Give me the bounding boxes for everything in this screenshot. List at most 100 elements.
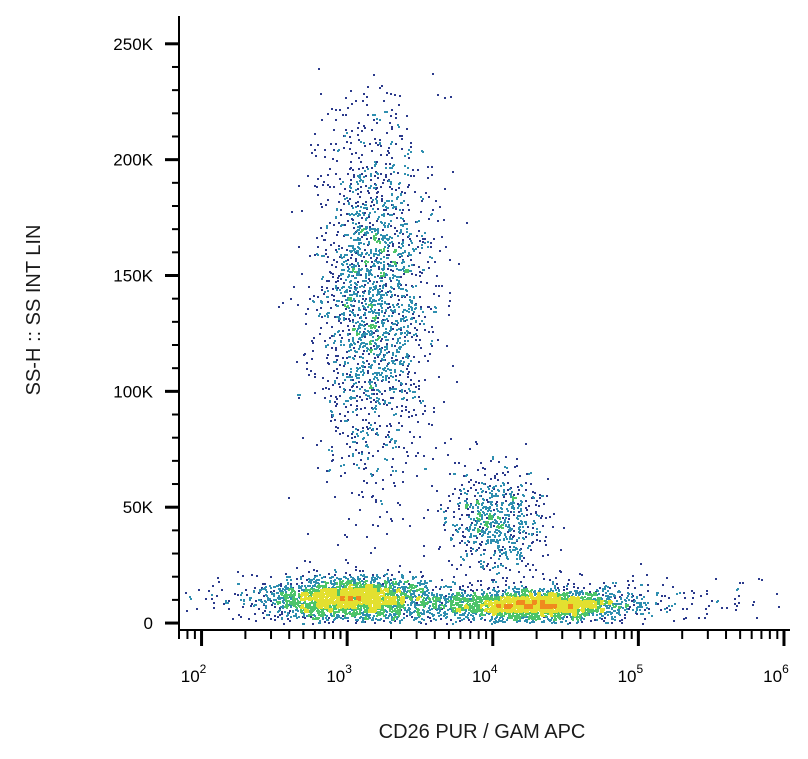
data-point <box>344 615 346 617</box>
data-point <box>301 210 303 212</box>
data-point <box>398 429 400 431</box>
data-point <box>255 600 257 602</box>
data-point <box>406 392 408 394</box>
data-point <box>513 497 515 499</box>
data-point <box>560 549 562 551</box>
data-point <box>494 477 496 479</box>
data-point <box>499 534 501 536</box>
data-point <box>581 590 583 592</box>
data-point <box>400 276 402 278</box>
data-point <box>517 503 519 505</box>
data-point <box>362 357 364 359</box>
data-point <box>398 571 400 573</box>
data-point <box>511 506 513 508</box>
data-point <box>492 567 494 569</box>
data-point <box>310 144 312 146</box>
data-point <box>377 317 379 319</box>
data-point <box>520 503 522 505</box>
data-point <box>387 250 389 252</box>
data-point <box>464 600 466 602</box>
data-point <box>428 218 430 220</box>
data-point <box>382 583 384 585</box>
data-point <box>481 518 483 520</box>
data-point <box>282 607 284 609</box>
data-point <box>321 255 323 257</box>
data-point <box>388 615 390 617</box>
data-point <box>464 612 466 614</box>
data-point <box>358 348 360 350</box>
data-point <box>438 597 440 599</box>
data-point <box>335 281 337 283</box>
data-point <box>508 518 510 520</box>
data-point <box>431 613 433 615</box>
data-point <box>310 616 312 618</box>
data-point <box>340 344 342 346</box>
data-point <box>366 398 368 400</box>
data-point <box>518 593 520 595</box>
data-point <box>386 92 388 94</box>
data-point <box>439 206 441 208</box>
data-point <box>397 322 399 324</box>
data-point <box>489 516 491 518</box>
data-point <box>402 344 404 346</box>
data-point <box>379 252 381 254</box>
data-point <box>374 309 376 311</box>
data-point <box>402 315 404 317</box>
data-point <box>401 212 403 214</box>
data-point <box>378 415 380 417</box>
data-point <box>611 607 613 609</box>
data-point <box>394 227 396 229</box>
data-point <box>338 383 340 385</box>
data-point <box>430 242 432 244</box>
data-point <box>401 191 403 193</box>
data-point <box>338 578 340 580</box>
data-point <box>505 456 507 458</box>
data-point <box>599 617 601 619</box>
data-point <box>376 432 378 434</box>
data-point <box>370 173 372 175</box>
data-point <box>489 497 491 499</box>
data-point <box>339 109 341 111</box>
data-point <box>376 345 378 347</box>
data-point <box>464 592 466 594</box>
data-point <box>357 246 359 248</box>
data-point <box>390 594 392 596</box>
data-point <box>308 374 310 376</box>
data-point <box>390 518 392 520</box>
data-point <box>487 536 489 538</box>
data-point <box>326 287 328 289</box>
data-point <box>634 587 636 589</box>
data-point <box>358 377 360 379</box>
data-point <box>453 604 455 606</box>
data-point <box>433 614 435 616</box>
data-point <box>297 602 299 604</box>
data-point <box>374 360 376 362</box>
data-point <box>501 502 503 504</box>
data-point <box>503 491 505 493</box>
data-point <box>249 599 251 601</box>
data-point <box>566 585 568 587</box>
data-point <box>517 518 519 520</box>
data-point <box>520 510 522 512</box>
data-point <box>395 333 397 335</box>
data-point <box>336 398 338 400</box>
data-point <box>344 420 346 422</box>
data-point <box>363 350 365 352</box>
data-point <box>327 301 329 303</box>
data-point <box>418 220 420 222</box>
data-point <box>457 503 459 505</box>
data-point <box>383 268 385 270</box>
data-point <box>414 396 416 398</box>
data-point <box>481 593 483 595</box>
data-point <box>493 579 495 581</box>
data-point <box>363 372 365 374</box>
data-point <box>353 249 355 251</box>
data-point <box>462 531 464 533</box>
data-point <box>227 602 229 604</box>
data-point <box>367 190 369 192</box>
data-point <box>579 593 581 595</box>
data-point <box>336 160 338 162</box>
data-point <box>370 325 372 327</box>
data-point <box>297 600 299 602</box>
